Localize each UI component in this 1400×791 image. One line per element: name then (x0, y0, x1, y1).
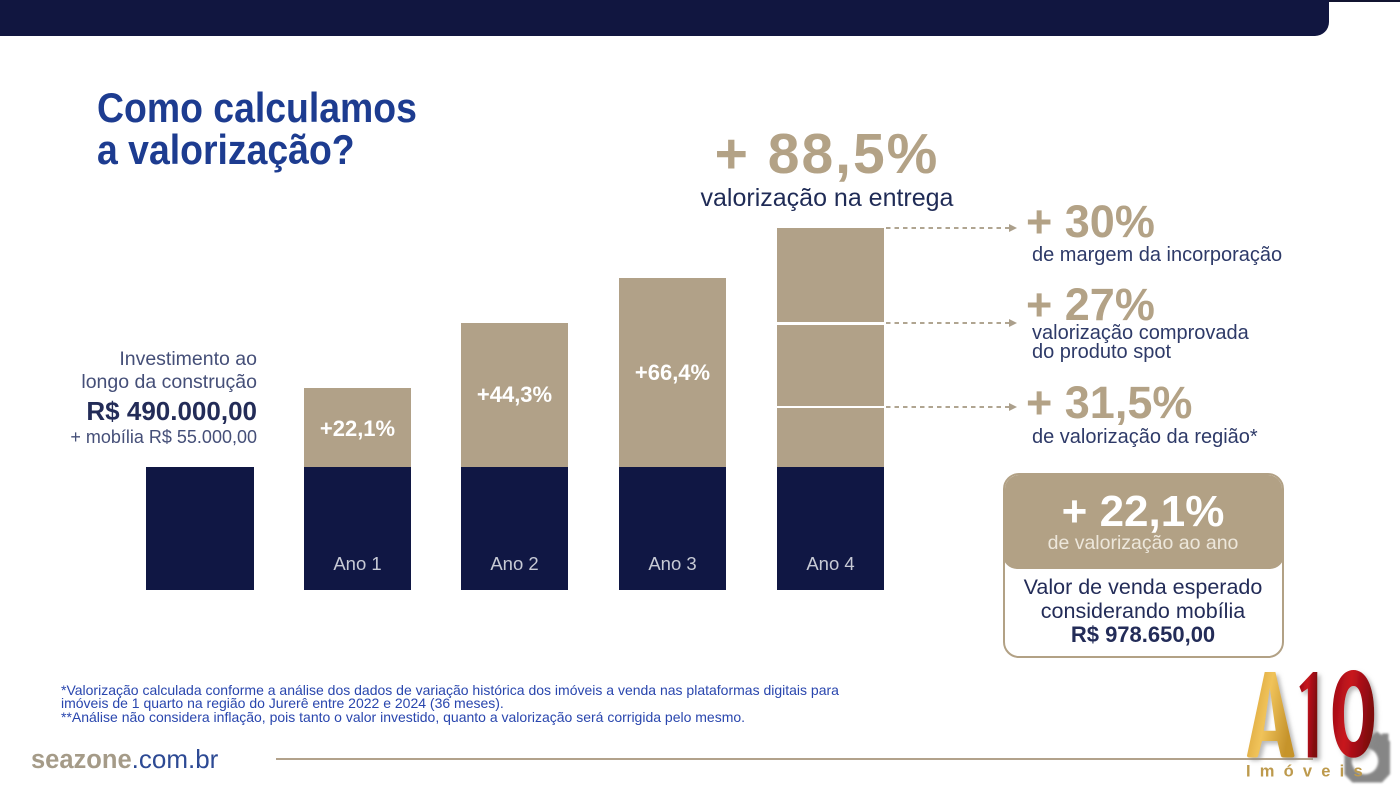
svg-text:Imóveis: Imóveis (1246, 763, 1372, 781)
